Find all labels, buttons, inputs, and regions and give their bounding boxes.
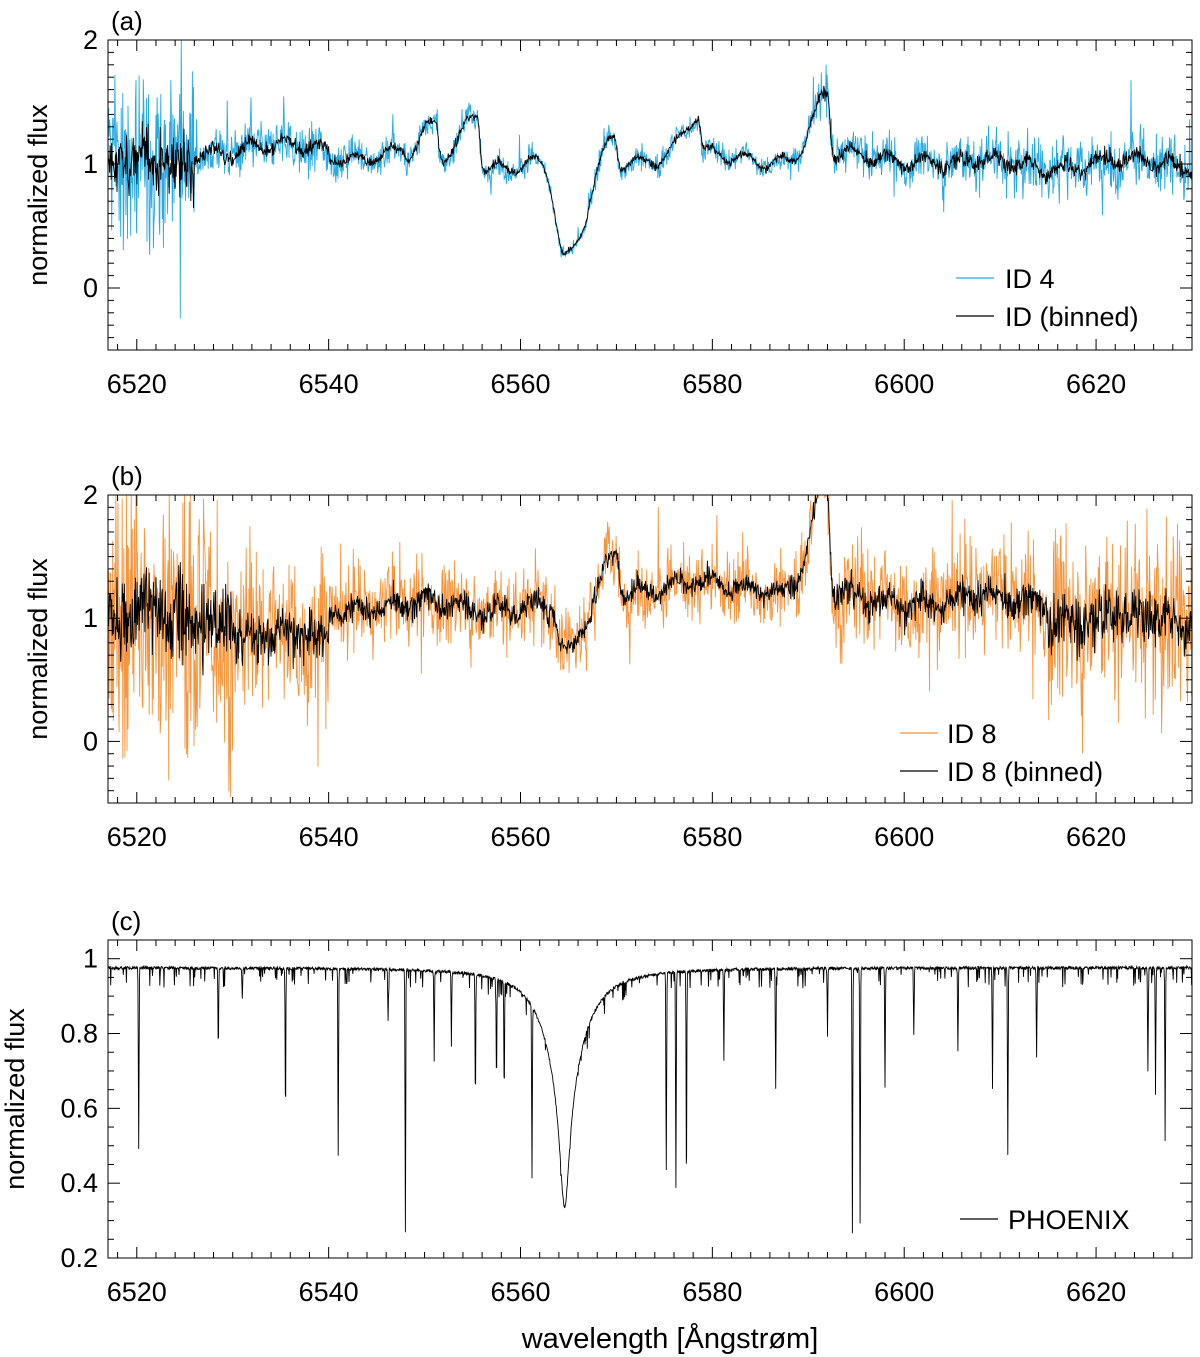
legend-label: PHOENIX xyxy=(1008,1205,1130,1235)
panel-a: 6520 6540 6560 6580 6600 6620 0 1 2 normalized fl… xyxy=(23,6,1193,399)
legend-label: ID 4 xyxy=(1005,264,1055,294)
x-tick-label: 6520 xyxy=(107,1277,167,1307)
y-tick-label: 0 xyxy=(83,273,98,303)
x-tick-label: 6520 xyxy=(107,822,167,852)
panel-label: (a) xyxy=(111,6,143,36)
y-tick-label: 1 xyxy=(83,603,98,633)
x-tick-label: 6620 xyxy=(1066,369,1126,399)
x-tick-label: 6540 xyxy=(299,369,359,399)
y-tick-label: 0.8 xyxy=(60,1019,98,1049)
panel-b: 6520 6540 6560 6580 6600 6620 0 1 2 normalized fl… xyxy=(23,461,1193,852)
x-tick-label: 6560 xyxy=(490,369,550,399)
x-tick-label: 6580 xyxy=(682,822,742,852)
x-tick-label: 6540 xyxy=(299,822,359,852)
x-tick-label: 6600 xyxy=(874,369,934,399)
y-tick-label: 0 xyxy=(83,726,98,756)
plot-frame xyxy=(107,939,1193,1259)
series-line-phoenix xyxy=(108,964,1192,1234)
x-tick-label: 6620 xyxy=(1066,822,1126,852)
x-tick-label: 6560 xyxy=(490,822,550,852)
legend-label: ID 8 xyxy=(947,719,997,749)
x-tick-label: 6580 xyxy=(682,1277,742,1307)
plot-frame xyxy=(107,39,1193,351)
panel-c: 6520 6540 6560 6580 6600 6620 0.2 0.4 0.6 0.8 1 nor… xyxy=(0,906,1193,1355)
x-tick-label: 6600 xyxy=(874,1277,934,1307)
x-tick-label: 6620 xyxy=(1066,1277,1126,1307)
y-axis-label: normalized flux xyxy=(0,1008,30,1190)
panel-label: (c) xyxy=(111,906,141,936)
plot-area xyxy=(108,40,1192,319)
legend-label: ID 8 (binned) xyxy=(947,757,1103,787)
y-tick-label: 1 xyxy=(83,149,98,179)
y-tick-label: 0.6 xyxy=(60,1093,98,1123)
legend: ID 8 ID 8 (binned) xyxy=(900,719,1103,787)
y-tick-label: 1 xyxy=(83,944,98,974)
y-tick-label: 2 xyxy=(83,480,98,510)
x-tick-label: 6540 xyxy=(299,1277,359,1307)
x-tick-label: 6580 xyxy=(682,369,742,399)
x-tick-label: 6520 xyxy=(107,369,167,399)
series-line-binned xyxy=(108,495,1192,676)
legend-label: ID (binned) xyxy=(1005,302,1139,332)
x-tick-label: 6600 xyxy=(874,822,934,852)
y-tick-label: 0.2 xyxy=(60,1243,98,1273)
x-axis-label: wavelength [Ångstrøm] xyxy=(521,1322,819,1355)
legend: PHOENIX xyxy=(960,1205,1130,1235)
plot-area xyxy=(108,964,1192,1234)
y-tick-label: 2 xyxy=(83,25,98,55)
y-axis-label: normalized flux xyxy=(23,104,53,286)
plot-frame xyxy=(107,494,1193,804)
plot-area xyxy=(108,495,1192,798)
series-line-binned xyxy=(108,86,1192,256)
series-line-id-4 xyxy=(108,40,1192,319)
panel-label: (b) xyxy=(111,461,143,491)
legend: ID 4 ID (binned) xyxy=(956,264,1139,332)
y-axis-label: normalized flux xyxy=(23,558,53,740)
y-tick-label: 0.4 xyxy=(60,1168,98,1198)
x-tick-label: 6560 xyxy=(490,1277,550,1307)
